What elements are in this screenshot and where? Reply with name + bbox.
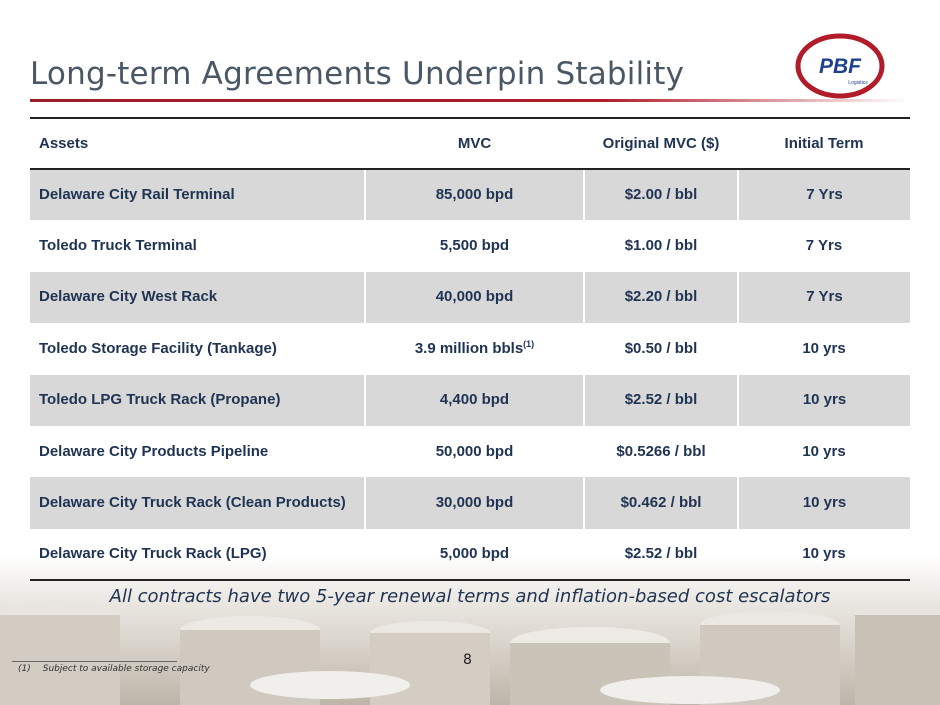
original-mvc-cell: $2.52 / bbl (583, 374, 738, 426)
mvc-cell: 50,000 bpd (435, 442, 514, 460)
header-original-mvc: Original MVC ($) (584, 117, 738, 170)
original-mvc-cell: $0.50 / bbl (624, 339, 698, 357)
term-cell: 10 yrs (737, 477, 910, 529)
term-cell: 7 Yrs (737, 169, 910, 221)
term-cell: 10 yrs (802, 442, 846, 460)
term-cell: 10 yrs (737, 374, 910, 426)
table-row: Delaware City Truck Rack (Clean Products… (30, 477, 910, 529)
mvc-cell: 5,000 bpd (365, 528, 584, 582)
asset-cell: Toledo Truck Terminal (39, 237, 197, 255)
original-mvc-cell: $0.5266 / bbl (616, 442, 706, 460)
table-header-row: Assets MVC Original MVC ($) Initial Term (30, 117, 910, 170)
table-row: Delaware City Rail Terminal 85,000 bpd $… (30, 169, 910, 221)
header-assets: Assets (30, 117, 365, 170)
table-row: Toledo Storage Facility (Tankage) 3.9 mi… (30, 323, 910, 374)
footnote: (1) Subject to available storage capacity (18, 664, 210, 674)
term-cell: 10 yrs (738, 528, 910, 582)
mvc-cell: 4,400 bpd (364, 374, 584, 426)
svg-text:PBF: PBF (819, 55, 862, 78)
asset-cell: Delaware City West Rack (30, 271, 365, 324)
original-mvc-cell: $2.20 / bbl (583, 271, 738, 324)
table-row: Delaware City West Rack 40,000 bpd $2.20… (30, 271, 910, 324)
mvc-cell: 3.9 million bbls(1) (365, 323, 584, 374)
asset-cell: Delaware City Truck Rack (LPG) (30, 528, 365, 582)
company-logo: PBF Logistics (794, 30, 886, 100)
storage-tanks-image (0, 601, 940, 705)
asset-cell: Delaware City Rail Terminal (30, 169, 365, 221)
asset-cell: Delaware City Products Pipeline (39, 442, 269, 460)
asset-cell: Toledo LPG Truck Rack (Propane) (30, 374, 365, 426)
footnote-ref: (1) (523, 338, 535, 349)
title-rule (30, 99, 910, 102)
table-row: Toledo LPG Truck Rack (Propane) 4,400 bp… (30, 374, 910, 426)
table-row: Toledo Truck Terminal 5,500 bpd $1.00 / … (30, 220, 910, 271)
mvc-cell: 5,500 bpd (439, 237, 510, 255)
footnote-marker: (1) (18, 664, 31, 674)
header-mvc: MVC (365, 117, 584, 170)
term-cell: 7 Yrs (737, 271, 910, 324)
term-cell: 10 yrs (802, 339, 846, 357)
original-mvc-cell: $0.462 / bbl (583, 477, 738, 529)
original-mvc-cell: $1.00 / bbl (624, 237, 698, 255)
agreements-table: Assets MVC Original MVC ($) Initial Term… (30, 117, 910, 582)
footnote-divider (12, 661, 177, 662)
svg-text:Logistics: Logistics (848, 80, 868, 86)
original-mvc-cell: $2.52 / bbl (584, 528, 738, 582)
header-initial-term: Initial Term (738, 117, 910, 170)
mvc-cell: 85,000 bpd (364, 169, 584, 221)
table-row: Delaware City Truck Rack (LPG) 5,000 bpd… (30, 528, 910, 582)
page-number: 8 (463, 652, 472, 668)
original-mvc-cell: $2.00 / bbl (583, 169, 738, 221)
table-row: Delaware City Products Pipeline 50,000 b… (30, 426, 910, 477)
term-cell: 7 Yrs (805, 237, 843, 255)
asset-cell: Delaware City Truck Rack (Clean Products… (30, 477, 365, 529)
mvc-value: 3.9 million bbls (414, 339, 524, 357)
mvc-cell: 40,000 bpd (364, 271, 584, 324)
asset-cell: Toledo Storage Facility (Tankage) (39, 339, 277, 357)
mvc-cell: 30,000 bpd (364, 477, 584, 529)
slide-title: Long-term Agreements Underpin Stability (30, 56, 685, 92)
tagline: All contracts have two 5-year renewal te… (109, 586, 831, 607)
footnote-text: Subject to available storage capacity (42, 664, 210, 674)
